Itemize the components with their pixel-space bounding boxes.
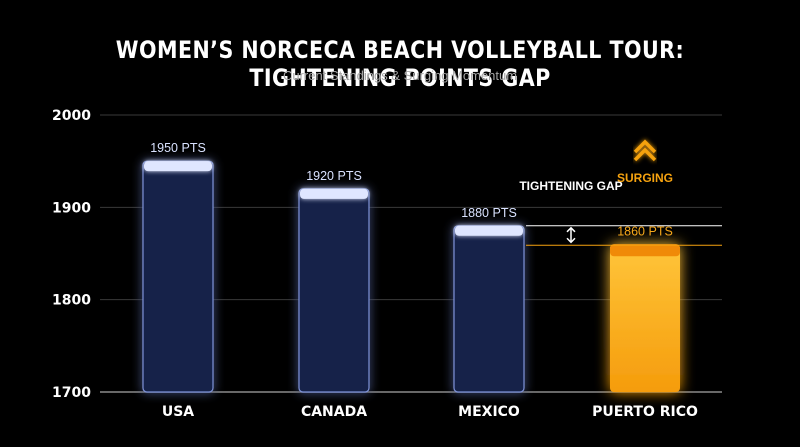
bar-value-label: 1950 PTS [150, 141, 206, 155]
bar-value-label: 1860 PTS [617, 224, 673, 238]
bar [142, 160, 214, 393]
bar-group: 1880 PTS MEXICO [453, 206, 525, 420]
x-category-label: USA [162, 404, 194, 420]
y-tick-label: 1900 [52, 200, 91, 216]
bar-value-label: 1880 PTS [461, 206, 517, 220]
bar-cap [300, 188, 368, 199]
bar-cap [610, 244, 680, 257]
x-category-label: CANADA [301, 404, 367, 420]
x-category-label: MEXICO [458, 404, 520, 420]
chart-subtitle: Current Standings & Surging Momentum [282, 68, 518, 83]
bar-group: 1860 PTS PUERTO RICO [592, 224, 698, 420]
bar [298, 188, 370, 393]
surging-chevron-icon [633, 139, 657, 162]
gap-arrow-icon [566, 226, 576, 244]
y-tick-label: 1800 [52, 293, 91, 309]
bar-value-label: 1920 PTS [306, 169, 362, 183]
bar [610, 244, 680, 392]
x-category-label: PUERTO RICO [592, 404, 698, 420]
bar-cap [144, 161, 212, 172]
y-tick-label: 2000 [52, 108, 91, 124]
y-tick-label: 1700 [52, 385, 91, 401]
surging-annotation-label: SURGING [617, 171, 673, 185]
bar-cap [455, 225, 523, 236]
chart-title: WOMEN’S NORCECA BEACH VOLLEYBALL TOUR: T… [115, 36, 685, 92]
bar-group: 1950 PTS USA [142, 141, 214, 420]
bar-group: 1920 PTS CANADA [298, 169, 370, 420]
bar [453, 225, 525, 393]
gap-annotation-label: TIGHTENING GAP [519, 179, 622, 193]
